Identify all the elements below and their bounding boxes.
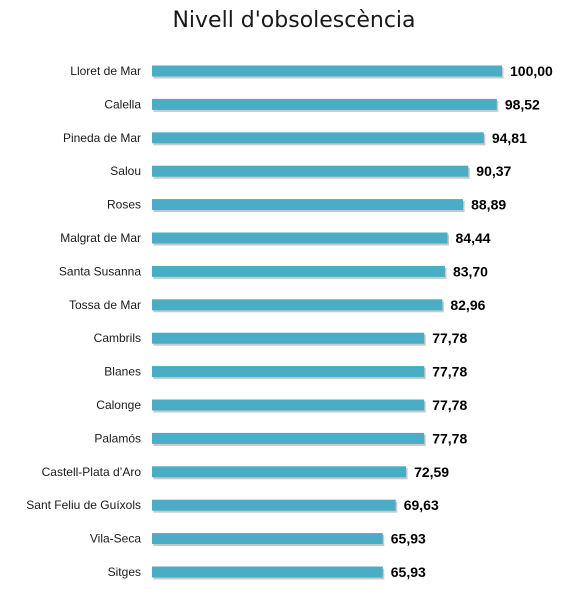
bar-roses	[152, 199, 464, 211]
value-label-malgrat-de-mar: 84,44	[456, 230, 491, 246]
value-label-palam-s: 77,78	[432, 430, 467, 446]
value-label-calella: 98,52	[505, 96, 540, 112]
bar-calonge	[152, 399, 425, 411]
category-label-tossa-de-mar: Tossa de Mar	[69, 298, 141, 312]
bar-tossa-de-mar	[152, 299, 443, 311]
bar-blanes	[152, 366, 425, 378]
bar-castell-plata-d-aro	[152, 466, 407, 478]
value-label-pineda-de-mar: 94,81	[492, 130, 527, 146]
bar-sitges	[152, 566, 383, 578]
chart-title: Nivell d'obsolescència	[172, 8, 416, 33]
value-label-roses: 88,89	[471, 197, 506, 213]
category-label-salou: Salou	[110, 164, 141, 178]
category-label-palam-s: Palamós	[94, 431, 141, 445]
value-label-tossa-de-mar: 82,96	[450, 297, 485, 313]
value-label-calonge: 77,78	[432, 397, 467, 413]
bar-lloret-de-mar	[152, 65, 502, 77]
category-label-santa-susanna: Santa Susanna	[59, 264, 141, 278]
bar-pineda-de-mar	[152, 132, 484, 144]
value-label-vila-seca: 65,93	[391, 531, 426, 547]
category-label-sitges: Sitges	[108, 565, 141, 579]
value-label-blanes: 77,78	[432, 364, 467, 380]
value-label-salou: 90,37	[476, 163, 511, 179]
value-label-sant-feliu-de-gu-xols: 69,63	[404, 497, 439, 513]
category-label-pineda-de-mar: Pineda de Mar	[63, 131, 141, 145]
bar-malgrat-de-mar	[152, 232, 448, 244]
value-label-castell-plata-d-aro: 72,59	[414, 464, 449, 480]
category-label-malgrat-de-mar: Malgrat de Mar	[60, 231, 141, 245]
category-label-vila-seca: Vila-Seca	[90, 532, 141, 546]
bar-salou	[152, 165, 469, 177]
value-label-cambrils: 77,78	[432, 330, 467, 346]
bar-cambrils	[152, 332, 425, 344]
category-label-blanes: Blanes	[104, 365, 141, 379]
bar-sant-feliu-de-gu-xols	[152, 499, 396, 511]
category-label-calella: Calella	[104, 97, 141, 111]
category-label-sant-feliu-de-gu-xols: Sant Feliu de Guíxols	[26, 498, 141, 512]
value-label-lloret-de-mar: 100,00	[510, 63, 553, 79]
bar-calella	[152, 98, 497, 110]
category-label-castell-plata-d-aro: Castell-Plata d’Aro	[42, 465, 142, 479]
category-label-roses: Roses	[107, 198, 141, 212]
category-label-cambrils: Cambrils	[94, 331, 141, 345]
bar-santa-susanna	[152, 265, 445, 277]
bar-palam-s	[152, 432, 425, 444]
category-label-calonge: Calonge	[96, 398, 141, 412]
value-label-santa-susanna: 83,70	[453, 263, 488, 279]
bar-vila-seca	[152, 533, 383, 545]
bars-layer: Lloret de Mar 100,00 Calella 98,52 Pineda de…	[26, 63, 553, 580]
category-label-lloret-de-mar: Lloret de Mar	[70, 64, 141, 78]
value-label-sitges: 65,93	[391, 564, 426, 580]
